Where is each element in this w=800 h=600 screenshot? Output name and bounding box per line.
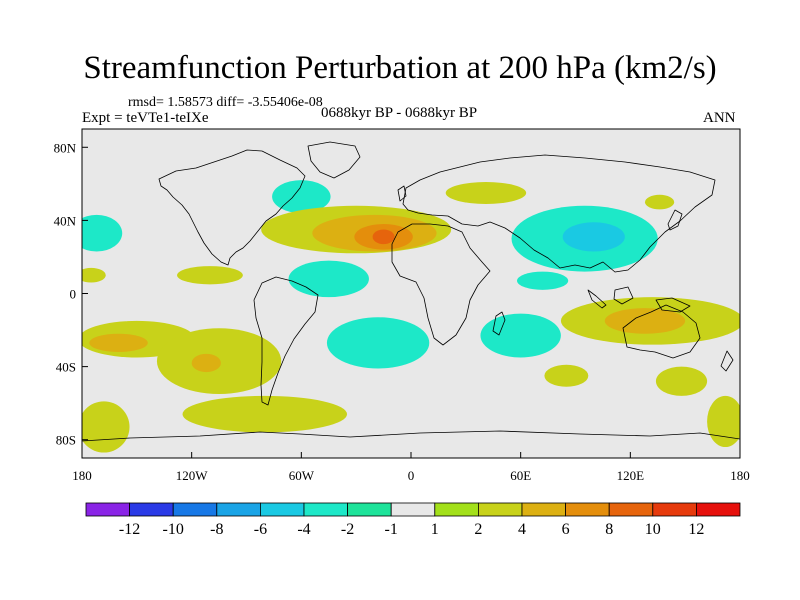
x-axis: 180 120W 60W 0 60E 120E 180: [72, 452, 750, 483]
y-tick-label-3: 40S: [56, 360, 76, 375]
contour-region-24: [82, 267, 106, 283]
coastline-africa: [391, 223, 491, 346]
experiment-label: Expt = teVTe1-teIXe: [82, 110, 209, 126]
contour-region-21: [707, 395, 740, 448]
colorbar: -12 -10 -8 -6 -4 -2 -1 1 2 4 6 8 10 12: [85, 502, 741, 538]
contour-region-20: [82, 401, 130, 453]
season-label: ANN: [703, 110, 736, 126]
contour-region-22: [182, 395, 348, 433]
coastline-madagascar: [492, 311, 506, 336]
x-tick-label-3: 0: [408, 468, 415, 483]
coastline-new-zealand: [720, 350, 734, 372]
contour-fields: [82, 180, 740, 453]
coastline-antarctica: [82, 430, 740, 442]
map-background: [82, 129, 740, 458]
colorbar-box-13: [652, 502, 697, 517]
coastline-borneo: [613, 286, 634, 305]
contour-region-25: [177, 266, 243, 285]
contour-region-18: [191, 353, 221, 373]
colorbar-box-6: [347, 502, 392, 517]
colorbar-label-2: -8: [210, 521, 223, 538]
colorbar-label-9: 4: [518, 521, 526, 538]
coastline-new-guinea: [655, 297, 691, 313]
chart-title: Streamfunction Perturbation at 200 hPa (…: [83, 50, 717, 86]
coastline-north-america: [158, 149, 306, 266]
contour-region-26: [644, 194, 675, 210]
colorbar-label-12: 10: [645, 521, 661, 538]
contour-region-10: [517, 271, 569, 290]
colorbar-box-9: [477, 502, 523, 517]
coastline-greenland: [307, 141, 361, 179]
contour-region-23: [544, 364, 589, 387]
coastline-britain: [397, 185, 407, 202]
colorbar-label-11: 8: [605, 521, 613, 538]
colorbar-label-6: -1: [385, 521, 398, 538]
colorbar-box-12: [608, 502, 654, 517]
y-axis: 80N 40N 0 40S 80S: [54, 140, 88, 448]
coastline-japan: [667, 209, 683, 231]
stats-label: rmsd= 1.58573 diff= -3.55406e-08: [128, 95, 323, 110]
coastline-sumatra: [587, 289, 607, 309]
colorbar-label-8: 2: [474, 521, 482, 538]
contour-region-9: [288, 260, 369, 298]
colorbar-box-8: [434, 502, 479, 517]
x-tick-label-1: 120W: [176, 468, 209, 483]
coastline-australia: [622, 304, 701, 359]
colorbar-label-3: -6: [254, 521, 267, 538]
colorbar-box-11: [565, 502, 610, 517]
x-tick-label-4: 60E: [510, 468, 531, 483]
y-tick-label-2: 0: [70, 287, 77, 302]
colorbar-label-1: -10: [163, 521, 184, 538]
colorbar-box-4: [259, 502, 305, 517]
y-tick-label-1: 40N: [54, 213, 77, 228]
colorbar-box-3: [216, 502, 261, 517]
contour-region-14: [89, 333, 148, 352]
contour-region-19: [655, 366, 708, 396]
contour-region-12: [604, 308, 686, 334]
x-tick-label-0: 180: [72, 468, 92, 483]
colorbar-label-4: -4: [297, 521, 310, 538]
colorbar-label-7: 1: [431, 521, 439, 538]
y-tick-label-0: 80N: [54, 140, 77, 155]
colorbar-box-14: [696, 502, 741, 517]
contour-region-6: [372, 229, 395, 245]
contour-region-16: [480, 313, 561, 358]
colorbar-box-7: [390, 502, 436, 517]
colorbar-box-5: [303, 502, 348, 517]
contour-region-15: [326, 317, 430, 369]
x-tick-label-6: 180: [730, 468, 750, 483]
colorbar-box-0: [85, 502, 130, 517]
x-tick-label-2: 60W: [289, 468, 315, 483]
coastline-eurasia: [402, 154, 716, 273]
colorbar-label-13: 12: [688, 521, 704, 538]
x-tick-label-5: 120E: [617, 468, 645, 483]
coastlines: [82, 141, 740, 442]
colorbar-box-2: [172, 502, 218, 517]
colorbar-label-10: 6: [562, 521, 570, 538]
y-tick-label-4: 80S: [56, 433, 76, 448]
contour-region-2: [272, 180, 331, 214]
contour-region-8: [562, 222, 625, 252]
period-label: 0688kyr BP - 0688kyr BP: [321, 105, 478, 121]
colorbar-box-10: [521, 502, 566, 517]
colorbar-label-0: -12: [119, 521, 140, 538]
coastline-south-america: [253, 276, 319, 406]
colorbar-label-5: -2: [341, 521, 354, 538]
contour-region-1: [82, 214, 123, 252]
colorbar-box-1: [129, 502, 174, 517]
contour-region-0: [445, 182, 527, 204]
